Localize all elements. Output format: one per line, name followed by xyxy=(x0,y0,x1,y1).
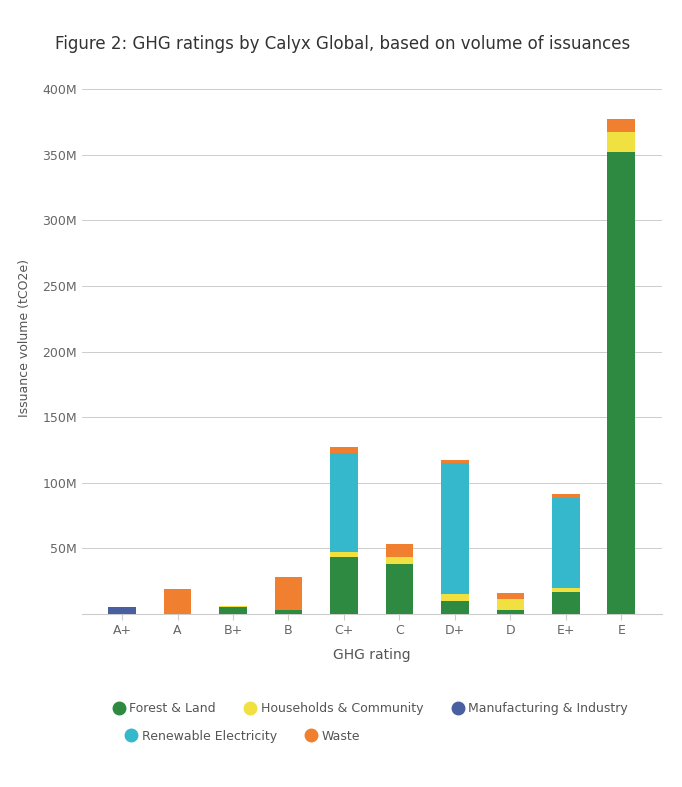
Bar xyxy=(275,610,302,614)
Bar xyxy=(385,564,413,614)
Bar xyxy=(496,610,524,614)
Bar xyxy=(608,120,635,132)
X-axis label: GHG rating: GHG rating xyxy=(333,648,411,663)
Bar xyxy=(552,494,580,498)
Bar xyxy=(330,552,358,557)
Y-axis label: Issuance volume (tCO2e): Issuance volume (tCO2e) xyxy=(18,260,31,417)
Legend: Renewable Electricity, Waste: Renewable Electricity, Waste xyxy=(123,725,366,748)
Bar xyxy=(275,577,302,610)
Bar xyxy=(552,588,580,592)
Bar xyxy=(552,498,580,588)
Bar xyxy=(441,594,469,600)
Bar xyxy=(496,593,524,600)
Bar xyxy=(496,600,524,610)
Bar xyxy=(441,460,469,463)
Bar xyxy=(219,606,247,608)
Bar xyxy=(608,152,635,614)
Bar xyxy=(330,453,358,552)
Bar xyxy=(330,447,358,453)
Bar xyxy=(385,557,413,564)
Bar xyxy=(552,592,580,614)
Bar xyxy=(219,608,247,614)
Bar xyxy=(441,463,469,594)
Bar xyxy=(441,600,469,614)
Bar xyxy=(330,557,358,614)
Bar xyxy=(164,589,192,614)
Text: Figure 2: GHG ratings by Calyx Global, based on volume of issuances: Figure 2: GHG ratings by Calyx Global, b… xyxy=(55,35,629,54)
Bar xyxy=(385,545,413,557)
Bar xyxy=(108,608,136,614)
Bar xyxy=(608,132,635,152)
